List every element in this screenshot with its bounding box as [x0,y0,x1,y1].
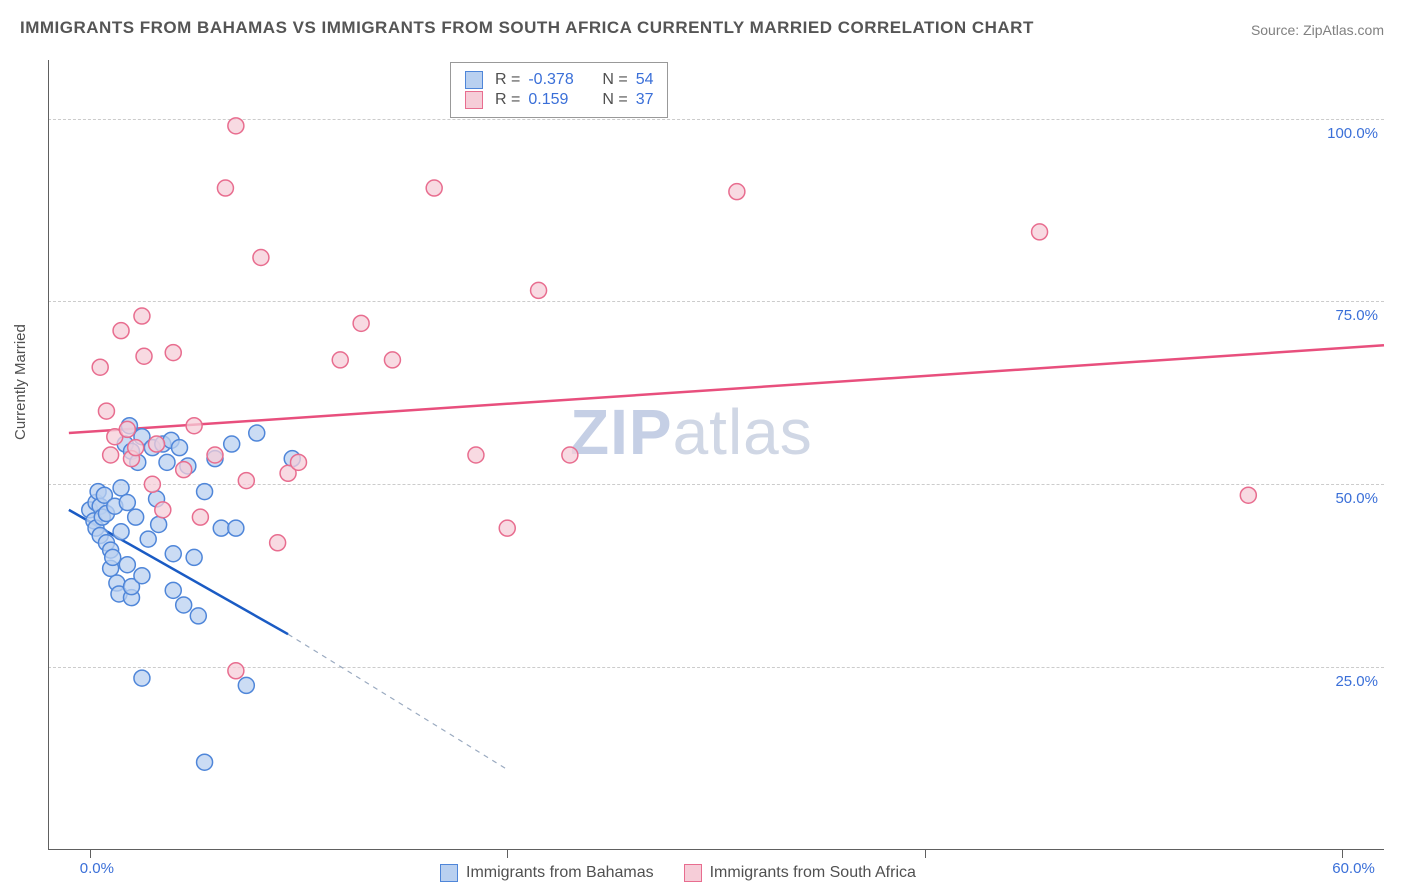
data-point [136,348,152,364]
data-point [186,549,202,565]
data-point [228,663,244,679]
x-tick-label: 0.0% [80,860,114,877]
data-point [224,436,240,452]
swatch-southafrica [684,864,702,882]
data-point [149,436,165,452]
data-point [332,352,348,368]
data-point [729,184,745,200]
data-point [1240,487,1256,503]
x-tick-mark [507,850,508,858]
series-legend: Immigrants from Bahamas Immigrants from … [440,864,916,882]
data-point [165,582,181,598]
data-point [426,180,442,196]
n-label: N = [602,91,627,109]
legend-row-bahamas: R = -0.378 N = 54 [465,71,653,89]
data-point [531,282,547,298]
data-point [119,557,135,573]
data-point [144,476,160,492]
data-point [238,677,254,693]
legend-item-bahamas: Immigrants from Bahamas [440,864,654,882]
data-point [197,754,213,770]
data-point [270,535,286,551]
data-point [353,315,369,331]
data-point [190,608,206,624]
trend-line [69,345,1384,433]
data-point [105,549,121,565]
chart-title: IMMIGRANTS FROM BAHAMAS VS IMMIGRANTS FR… [20,18,1034,38]
data-point [192,509,208,525]
y-axis-label: Currently Married [12,324,29,440]
r-value-southafrica: 0.159 [528,91,588,109]
y-tick-label: 25.0% [1335,673,1378,690]
n-label: N = [602,71,627,89]
data-point [165,546,181,562]
source-label: Source: ZipAtlas.com [1251,22,1384,38]
y-tick-label: 50.0% [1335,490,1378,507]
data-point [159,454,175,470]
data-point [197,484,213,500]
legend-label-bahamas: Immigrants from Bahamas [466,864,654,882]
data-point [186,418,202,434]
scatter-plot [48,60,1384,850]
trend-line-extrapolation [288,634,507,769]
data-point [92,359,108,375]
data-point [228,118,244,134]
data-point [228,520,244,536]
x-tick-mark [90,850,91,858]
data-point [134,670,150,686]
data-point [134,568,150,584]
data-point [134,308,150,324]
r-value-bahamas: -0.378 [528,71,588,89]
data-point [165,345,181,361]
data-point [128,440,144,456]
data-point [253,250,269,266]
data-point [172,440,188,456]
legend-item-southafrica: Immigrants from South Africa [684,864,916,882]
data-point [217,180,233,196]
r-label: R = [495,91,520,109]
data-point [140,531,156,547]
x-tick-label: 60.0% [1332,860,1375,877]
correlation-legend: R = -0.378 N = 54 R = 0.159 N = 37 [450,62,668,118]
data-point [151,516,167,532]
data-point [113,524,129,540]
swatch-southafrica [465,91,483,109]
data-point [468,447,484,463]
n-value-bahamas: 54 [636,71,654,89]
x-tick-mark [925,850,926,858]
y-tick-label: 75.0% [1335,307,1378,324]
n-value-southafrica: 37 [636,91,654,109]
y-tick-label: 100.0% [1327,125,1378,142]
legend-row-southafrica: R = 0.159 N = 37 [465,91,653,109]
data-point [119,495,135,511]
data-point [384,352,400,368]
data-point [207,447,223,463]
data-point [1032,224,1048,240]
data-point [499,520,515,536]
x-tick-mark [1342,850,1343,858]
data-point [213,520,229,536]
r-label: R = [495,71,520,89]
data-point [238,473,254,489]
data-point [562,447,578,463]
data-point [98,403,114,419]
chart-container: IMMIGRANTS FROM BAHAMAS VS IMMIGRANTS FR… [0,0,1406,892]
data-point [176,597,192,613]
data-point [155,502,171,518]
data-point [176,462,192,478]
swatch-bahamas [465,71,483,89]
swatch-bahamas [440,864,458,882]
legend-label-southafrica: Immigrants from South Africa [710,864,916,882]
data-point [113,480,129,496]
data-point [119,421,135,437]
data-point [113,323,129,339]
data-point [103,447,119,463]
data-point [128,509,144,525]
data-point [249,425,265,441]
data-point [291,454,307,470]
